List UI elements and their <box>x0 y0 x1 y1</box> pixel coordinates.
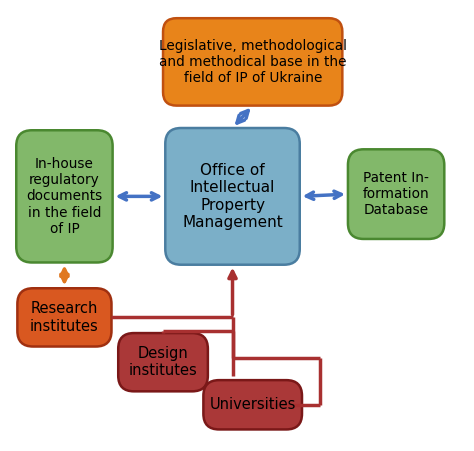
Text: Legislative, methodological
and methodical base in the
field of IP of Ukraine: Legislative, methodological and methodic… <box>159 39 346 85</box>
FancyBboxPatch shape <box>165 128 300 265</box>
FancyBboxPatch shape <box>163 18 342 106</box>
Text: Universities: Universities <box>210 397 296 412</box>
FancyBboxPatch shape <box>18 288 111 346</box>
Text: Design
institutes: Design institutes <box>128 346 197 378</box>
FancyBboxPatch shape <box>203 380 302 429</box>
FancyBboxPatch shape <box>348 149 444 239</box>
FancyBboxPatch shape <box>16 130 113 262</box>
Text: Patent In-
formation
Database: Patent In- formation Database <box>363 171 429 217</box>
Text: In-house
regulatory
documents
in the field
of IP: In-house regulatory documents in the fie… <box>27 157 102 236</box>
Text: Office of
Intellectual
Property
Management: Office of Intellectual Property Manageme… <box>182 163 283 230</box>
FancyBboxPatch shape <box>118 333 208 391</box>
Text: Research
institutes: Research institutes <box>30 301 99 334</box>
